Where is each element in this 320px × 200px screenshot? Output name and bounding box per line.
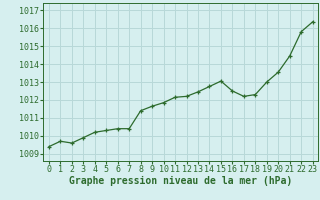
X-axis label: Graphe pression niveau de la mer (hPa): Graphe pression niveau de la mer (hPa) — [69, 176, 292, 186]
